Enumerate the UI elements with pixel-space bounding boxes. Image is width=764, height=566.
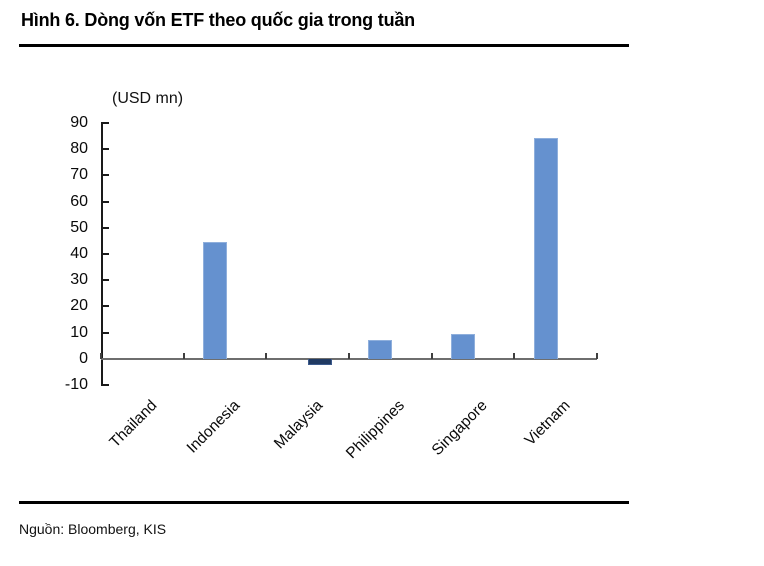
x-axis-tick — [182, 352, 185, 359]
y-axis-tick-label: 40 — [70, 245, 88, 262]
axis-unit-label: (USD mn) — [112, 90, 184, 107]
y-axis-tick-label: 80 — [70, 140, 88, 158]
y-axis-tick-label: 70 — [70, 166, 88, 184]
y-axis-tick — [101, 279, 109, 282]
x-axis-tick — [596, 352, 598, 359]
y-axis-tick-label: 0 — [79, 349, 88, 367]
y-axis-tick-label: 50 — [70, 218, 88, 236]
y-axis-tick-label: 30 — [70, 271, 88, 289]
x-axis-baseline — [101, 357, 597, 360]
figure-title: Hình 6. Dòng vốn ETF theo quốc gia trong… — [21, 10, 415, 30]
bar-singapore — [451, 333, 475, 359]
x-axis-tick — [513, 352, 516, 359]
x-axis-label-philippines: Philippines — [343, 397, 409, 463]
y-axis-tick-label: 10 — [70, 323, 88, 341]
x-axis-tick — [348, 352, 350, 359]
y-axis-tick — [101, 122, 109, 124]
bar-vietnam — [533, 137, 558, 359]
x-axis-tick — [265, 352, 268, 359]
x-axis-label-vietnam: Vietnam — [521, 397, 574, 450]
y-axis-tick — [101, 253, 109, 255]
x-axis-label-indonesia: Indonesia — [183, 397, 244, 457]
y-axis-tick — [101, 148, 109, 151]
bar-philippines — [368, 339, 393, 359]
title-divider-rule — [19, 44, 629, 47]
x-axis-tick — [100, 352, 102, 359]
y-axis-tick — [101, 305, 109, 308]
footer-divider-rule — [19, 501, 629, 504]
y-axis-tick — [101, 331, 109, 334]
y-axis-tick — [101, 226, 109, 229]
x-axis-tick — [430, 352, 433, 359]
x-axis-label-singapore: Singapore — [429, 397, 492, 459]
x-axis-label-thailand: Thailand — [106, 397, 161, 452]
y-axis-tick-label: -10 — [64, 376, 88, 393]
bar-malaysia — [307, 358, 332, 366]
y-axis-tick-label: 20 — [70, 297, 88, 315]
y-axis-tick — [101, 384, 109, 386]
y-axis-tick-label: 60 — [70, 192, 88, 210]
y-axis-tick-label: 90 — [70, 114, 88, 131]
y-axis-tick — [101, 174, 109, 177]
bar-indonesia — [203, 242, 227, 359]
x-axis-label-malaysia: Malaysia — [270, 397, 326, 453]
y-axis-tick — [101, 200, 109, 203]
source-text: Nguồn: Bloomberg, KIS — [19, 521, 167, 537]
